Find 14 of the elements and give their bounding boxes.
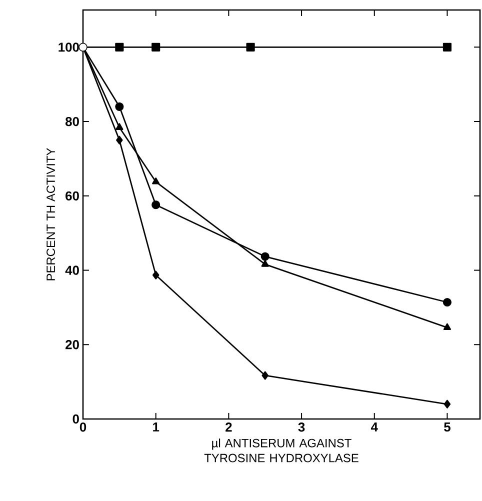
y-tick-label: 100 — [58, 42, 79, 52]
x-tick-label: 4 — [370, 422, 378, 432]
x-tick-label: 1 — [153, 422, 160, 432]
x-tick-label: 3 — [298, 422, 305, 432]
y-tick-label: 0 — [72, 414, 79, 424]
y-axis-title: PERCENT TH ACTIVITY — [46, 148, 56, 280]
y-tick-label: 20 — [66, 340, 79, 350]
x-tick-label: 2 — [226, 422, 232, 432]
x-tick-label: 5 — [444, 422, 450, 432]
y-tick-label: 60 — [66, 191, 79, 200]
y-tick-label: 40 — [65, 266, 79, 275]
x-tick-label: 0 — [80, 422, 86, 432]
x-axis-title: µl ANTISERUM AGAINST TYROSINE HYDROXYLASE — [204, 438, 358, 462]
y-tick-label: 80 — [65, 116, 79, 126]
